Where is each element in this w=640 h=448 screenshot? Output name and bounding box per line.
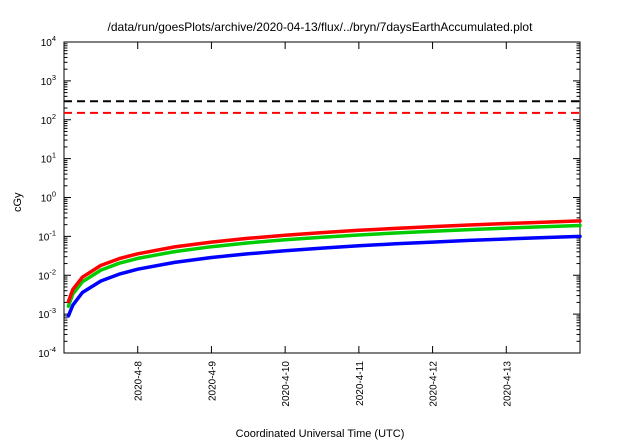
series-red	[66, 219, 582, 304]
axis-ticks	[64, 41, 580, 354]
y-tick-label: 102	[41, 112, 56, 127]
plot-title: /data/run/goesPlots/archive/2020-04-13/f…	[107, 20, 533, 34]
y-tick-labels: 10-4 10-3 10-2 10-1 100 101 102 103 104	[38, 34, 56, 360]
y-tick-label: 103	[41, 73, 56, 88]
x-axis-title: Coordinated Universal Time (UTC)	[235, 428, 405, 440]
y-tick-label: 104	[41, 34, 56, 49]
x-tick-label: 2020-4-10	[281, 361, 292, 407]
x-ticks	[137, 42, 507, 353]
y-tick-label: 10-2	[38, 267, 56, 282]
series-blue	[66, 234, 582, 318]
x-tick-label: 2020-4-12	[429, 361, 440, 407]
y-tick-label: 10-1	[38, 228, 56, 243]
y-tick-label: 10-4	[38, 345, 56, 360]
x-tick-label: 2020-4-11	[355, 361, 366, 406]
x-tick-labels: 2020-4-8 2020-4-9 2020-4-10 2020-4-11 2020-4…	[134, 361, 514, 407]
y-tick-label: 10-3	[38, 306, 56, 321]
plot-border	[63, 41, 581, 354]
threshold-lines	[64, 100, 580, 114]
y-tick-label: 100	[41, 190, 56, 205]
series-lines	[66, 219, 582, 318]
x-tick-label: 2020-4-9	[207, 361, 218, 401]
x-tick-label: 2020-4-8	[134, 361, 145, 401]
y-tick-label: 101	[41, 151, 56, 166]
series-green	[66, 223, 582, 308]
x-tick-label: 2020-4-13	[502, 361, 513, 407]
